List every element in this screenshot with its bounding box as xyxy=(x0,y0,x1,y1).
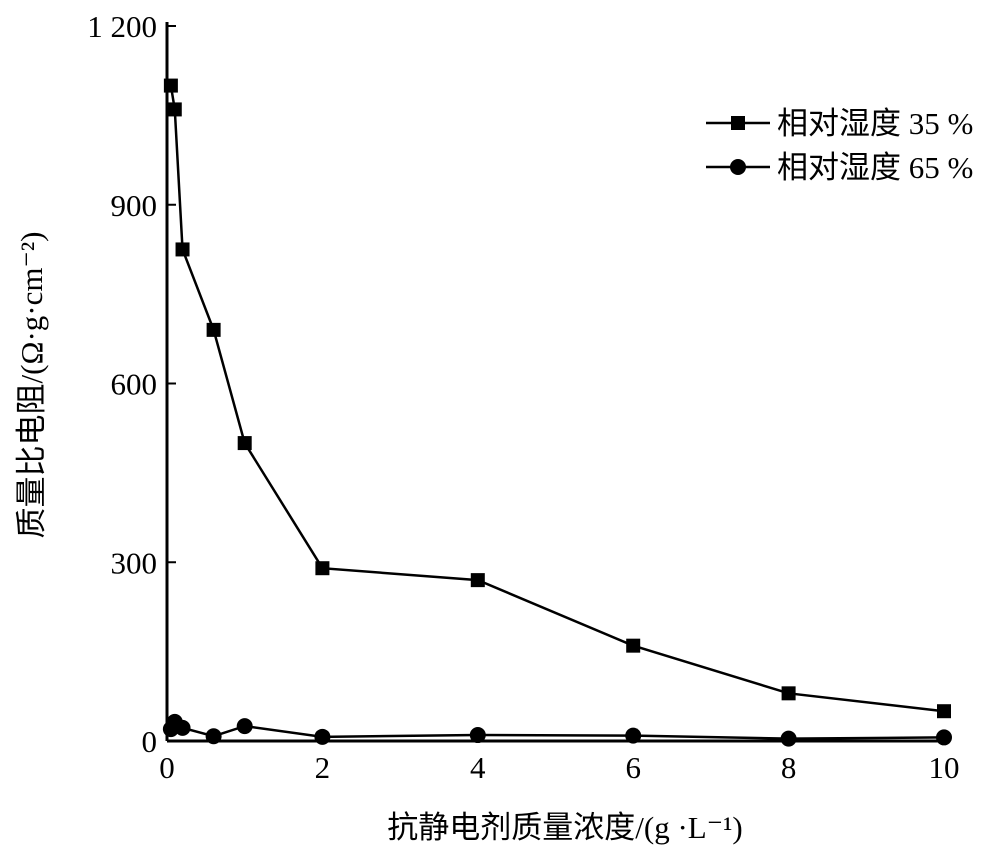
x-tick-label: 6 xyxy=(625,750,641,785)
data-point xyxy=(625,727,642,744)
data-point xyxy=(163,78,178,93)
x-tick-label: 8 xyxy=(781,750,797,785)
y-tick-label: 1 200 xyxy=(87,9,157,44)
legend-label: 相对湿度 35 % xyxy=(777,106,973,141)
x-tick-label: 4 xyxy=(470,750,486,785)
data-point xyxy=(167,102,182,117)
data-point xyxy=(206,322,221,337)
x-tick-label: 10 xyxy=(929,750,960,785)
data-point xyxy=(236,718,253,735)
data-point xyxy=(175,242,190,257)
data-point xyxy=(626,638,641,653)
y-tick-label: 0 xyxy=(142,724,158,759)
data-point xyxy=(205,728,222,745)
data-point xyxy=(781,686,796,701)
x-tick-label: 2 xyxy=(315,750,331,785)
legend-marker xyxy=(730,159,746,175)
x-axis-label: 抗静电剂质量浓度/(g ·L⁻¹) xyxy=(387,810,742,845)
legend-marker xyxy=(731,116,745,130)
series-1 xyxy=(163,78,951,719)
legend-item: 相对湿度 65 % xyxy=(706,150,973,185)
data-point xyxy=(314,728,331,745)
y-axis-label: 质量比电阻/(Ω·g·cm⁻²) xyxy=(14,232,49,539)
series-group xyxy=(162,78,952,747)
series-2 xyxy=(162,713,952,747)
series-line xyxy=(169,720,945,740)
data-point xyxy=(469,727,486,744)
data-point xyxy=(470,573,485,588)
legend-label: 相对湿度 65 % xyxy=(777,150,973,185)
y-tick-label: 300 xyxy=(111,545,158,580)
data-point xyxy=(315,561,330,576)
data-point xyxy=(780,730,797,747)
axes: 0 300 600 900 1 200 0 2 4 6 8 10 xyxy=(87,9,959,785)
series-line xyxy=(169,85,945,713)
data-point xyxy=(237,436,252,451)
data-point xyxy=(936,729,952,746)
legend-item: 相对湿度 35 % xyxy=(706,106,973,141)
data-point xyxy=(174,719,191,736)
x-tick-label: 0 xyxy=(159,750,175,785)
legend: 相对湿度 35 % 相对湿度 65 % xyxy=(706,106,973,185)
y-tick-label: 900 xyxy=(111,188,158,223)
data-point xyxy=(937,704,951,719)
y-tick-label: 600 xyxy=(111,367,158,402)
